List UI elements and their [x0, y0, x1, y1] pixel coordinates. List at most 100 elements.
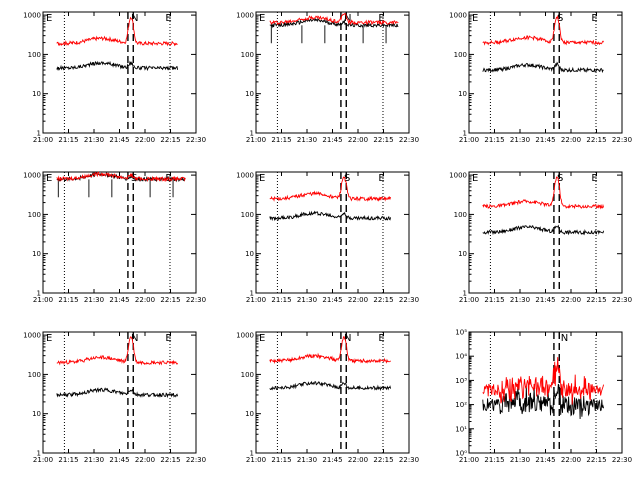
- x-tick-label: 22:00: [135, 136, 155, 144]
- y-tick-label: 1000: [236, 172, 254, 180]
- y-tick-label: 10: [32, 90, 41, 98]
- y-tick-label: 10: [32, 250, 41, 258]
- y-tick-label: 10⁵: [455, 329, 467, 337]
- x-tick-label: 21:45: [535, 136, 555, 144]
- series-line-events: [482, 61, 604, 74]
- series-line-lld: [482, 176, 605, 210]
- marker-letter: S: [557, 173, 563, 184]
- x-tick-label: 21:45: [322, 456, 342, 464]
- y-tick-label: 1000: [23, 172, 41, 180]
- y-tick-label: 1000: [449, 12, 467, 20]
- y-tick-label: 10: [245, 250, 254, 258]
- x-tick-label: 21:00: [246, 296, 266, 304]
- marker-letter: E: [259, 13, 265, 24]
- x-tick-label: 22:15: [586, 456, 606, 464]
- x-tick-label: 21:00: [33, 456, 53, 464]
- marker-letter: N: [131, 13, 138, 24]
- series-line-lld: [56, 336, 178, 366]
- plot-area: 21:00 21:15 21:30 21:45 22:00 22:15 22:30 1 10 10…: [236, 331, 419, 464]
- y-tick-label: 1000: [449, 172, 467, 180]
- x-tick-label: 21:15: [271, 296, 291, 304]
- y-tick-label: 100: [454, 51, 467, 59]
- x-tick-label: 22:00: [561, 456, 581, 464]
- marker-letter: E: [46, 13, 52, 24]
- x-tick-label: 21:45: [109, 456, 129, 464]
- marker-letter: E: [46, 333, 52, 344]
- x-tick-label: 21:45: [535, 296, 555, 304]
- detector-panel-7: 21:00 21:15 21:30 21:45 22:00 22:15 22:30 1 10 10…: [0, 320, 213, 480]
- x-tick-label: 21:00: [459, 456, 479, 464]
- x-tick-label: 21:30: [297, 456, 317, 464]
- x-tick-label: 21:00: [33, 296, 53, 304]
- plot-area: 21:00 21:15 21:30 21:45 22:00 22:15 22:30 1 10 10…: [236, 171, 419, 304]
- marker-letter: E: [591, 13, 597, 24]
- x-tick-label: 21:00: [459, 136, 479, 144]
- y-tick-label: 100: [28, 371, 41, 379]
- x-tick-label: 21:45: [109, 136, 129, 144]
- y-tick-label: 10: [458, 250, 467, 258]
- series-line-lld: [482, 14, 604, 46]
- series-line-lld: [269, 176, 392, 202]
- x-tick-label: 21:15: [58, 136, 78, 144]
- y-tick-label: 10: [245, 90, 254, 98]
- series-line-lld: [56, 171, 186, 183]
- y-tick-label: 1000: [236, 332, 254, 340]
- marker-letter: E: [165, 13, 171, 24]
- plot-frame: [255, 171, 410, 294]
- y-tick-label: 10: [458, 90, 467, 98]
- x-tick-label: 22:15: [586, 296, 606, 304]
- series-line-events: [269, 380, 392, 392]
- y-tick-label: 100: [28, 211, 41, 219]
- plot-area: 21:00 21:15 21:30 21:45 22:00 22:15 22:30 1 10 10…: [23, 11, 206, 144]
- x-tick-label: 22:00: [348, 136, 368, 144]
- x-tick-label: 21:30: [510, 456, 530, 464]
- series-line-lld: [269, 336, 391, 365]
- y-tick-label: 100: [454, 211, 467, 219]
- detector-panel-4: 21:00 21:15 21:30 21:45 22:00 22:15 22:30 1 10 10…: [0, 160, 213, 320]
- x-tick-label: 22:00: [135, 296, 155, 304]
- x-tick-label: 21:15: [271, 136, 291, 144]
- y-tick-label: 10: [245, 410, 254, 418]
- marker-letter: E: [378, 173, 384, 184]
- detector-panel-2: 21:00 21:15 21:30 21:45 22:00 22:15 22:30 1 10 10…: [213, 0, 426, 160]
- y-tick-label: 10²: [455, 401, 467, 409]
- plot-area: 21:00 21:15 21:30 21:45 22:00 22:15 22:30 10⁰ 10…: [455, 329, 632, 465]
- x-tick-label: 22:00: [135, 456, 155, 464]
- plot-area: 21:00 21:15 21:30 21:45 22:00 22:15 22:30 1 10 10…: [23, 331, 206, 464]
- y-tick-label: 1: [463, 290, 467, 298]
- x-tick-label: 22:30: [399, 296, 419, 304]
- series-line-events: [56, 60, 179, 72]
- y-tick-label: 100: [241, 371, 254, 379]
- x-tick-label: 22:15: [160, 136, 180, 144]
- series-line-events: [269, 210, 392, 222]
- marker-letter: N: [561, 333, 568, 344]
- x-tick-label: 21:00: [33, 136, 53, 144]
- detector-panel-1: 21:00 21:15 21:30 21:45 22:00 22:15 22:30 1 10 10…: [0, 0, 213, 160]
- x-tick-label: 22:30: [186, 136, 206, 144]
- marker-letter: E: [378, 13, 384, 24]
- x-tick-label: 21:30: [84, 456, 104, 464]
- x-tick-label: 21:00: [246, 456, 266, 464]
- marker-letter: S: [344, 173, 350, 184]
- x-tick-label: 21:45: [322, 296, 342, 304]
- detector-panel-6: 21:00 21:15 21:30 21:45 22:00 22:15 22:30 1 10 10…: [426, 160, 639, 320]
- x-tick-label: 22:30: [612, 136, 632, 144]
- plot-area: 21:00 21:15 21:30 21:45 22:00 22:15 22:30 1 10 10…: [23, 171, 206, 304]
- detector-panel-9: 21:00 21:15 21:30 21:45 22:00 22:15 22:30 10⁰ 10…: [426, 320, 639, 480]
- x-tick-label: 22:15: [160, 296, 180, 304]
- y-tick-label: 1: [250, 450, 254, 458]
- x-tick-label: 22:30: [612, 296, 632, 304]
- y-tick-label: 1: [37, 130, 41, 138]
- x-tick-label: 22:00: [348, 456, 368, 464]
- series-line-lld: [269, 12, 399, 26]
- y-tick-label: 1: [250, 130, 254, 138]
- y-tick-label: 1: [37, 450, 41, 458]
- plot-frame: [42, 11, 197, 134]
- plot-frame: [468, 11, 623, 134]
- plot-area: 21:00 21:15 21:30 21:45 22:00 22:15 22:30 1 10 10…: [236, 11, 419, 144]
- x-tick-label: 21:45: [535, 456, 555, 464]
- y-tick-label: 100: [241, 51, 254, 59]
- marker-letter: E: [259, 173, 265, 184]
- x-tick-label: 21:45: [109, 296, 129, 304]
- x-tick-label: 21:15: [484, 456, 504, 464]
